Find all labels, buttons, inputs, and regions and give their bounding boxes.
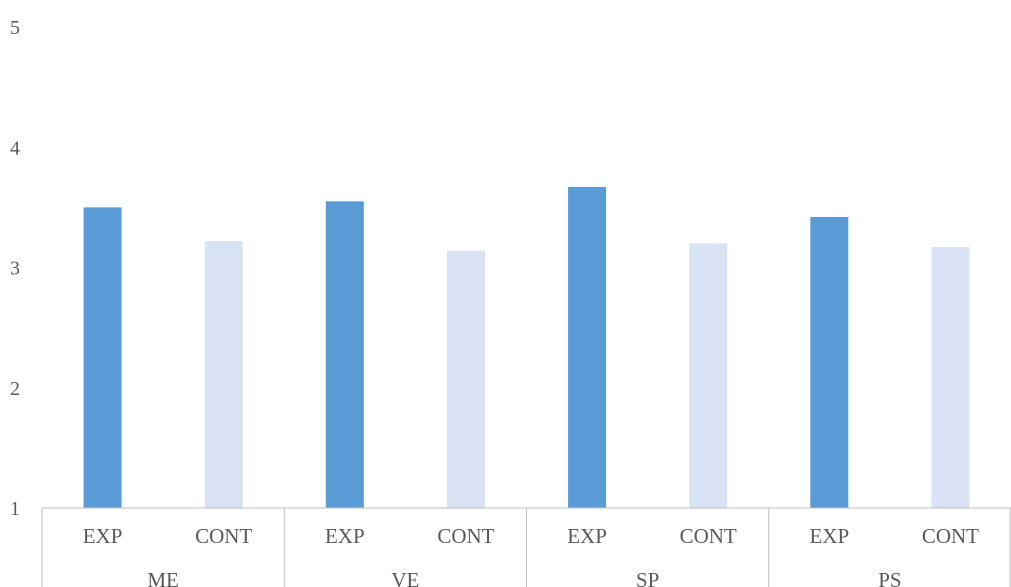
x-category-label: EXP bbox=[83, 524, 123, 548]
x-category-label: EXP bbox=[809, 524, 849, 548]
x-group-label: VE bbox=[391, 568, 419, 587]
x-category-label: CONT bbox=[437, 524, 494, 548]
y-tick-label: 2 bbox=[10, 378, 20, 400]
y-axis-ticks: 1 2 3 4 5 bbox=[10, 17, 20, 520]
bar-sp-cont bbox=[689, 243, 728, 508]
bar-me-cont bbox=[204, 241, 243, 509]
x-category-label: EXP bbox=[567, 524, 607, 548]
y-tick-label: 4 bbox=[10, 137, 20, 159]
bars bbox=[83, 186, 970, 509]
bar-ve-exp bbox=[325, 201, 364, 509]
x-category-label: CONT bbox=[922, 524, 979, 548]
bar-me-exp bbox=[83, 207, 122, 508]
x-category-label: CONT bbox=[195, 524, 252, 548]
bar-ps-cont bbox=[931, 247, 970, 508]
bar-ve-cont bbox=[446, 250, 485, 509]
y-tick-label: 1 bbox=[10, 498, 20, 520]
x-group-label: SP bbox=[636, 568, 659, 587]
y-tick-label: 5 bbox=[10, 17, 20, 39]
x-group-label: PS bbox=[878, 568, 901, 587]
y-tick-label: 3 bbox=[10, 258, 20, 280]
x-group-label: ME bbox=[147, 568, 179, 587]
bar-ps-exp bbox=[810, 216, 849, 508]
bar-sp-exp bbox=[568, 186, 607, 508]
x-axis: EXP CONT ME EXP CONT VE EXP CONT SP EXP CONT PS bbox=[41, 507, 1011, 587]
x-category-label: EXP bbox=[325, 524, 365, 548]
x-category-label: CONT bbox=[680, 524, 737, 548]
